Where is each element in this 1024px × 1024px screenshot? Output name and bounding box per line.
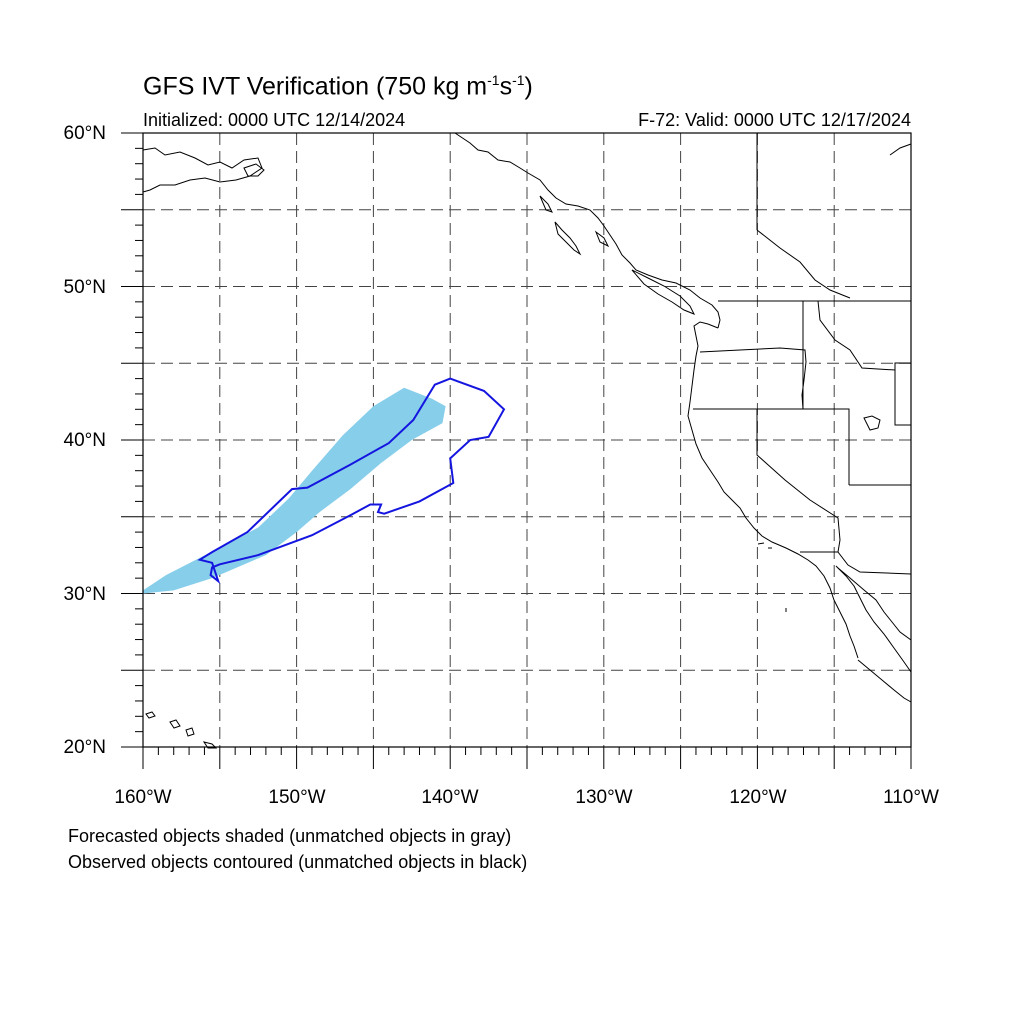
coastline-baja bbox=[835, 565, 912, 673]
channel-islands bbox=[757, 542, 787, 612]
grid-lines bbox=[143, 133, 911, 747]
axis-ticks bbox=[121, 132, 912, 769]
lake-shape bbox=[863, 415, 881, 431]
y-tick-50n: 50°N bbox=[63, 277, 106, 298]
border-oregon-california bbox=[693, 408, 850, 485]
coastline-mexico-mainland bbox=[837, 567, 912, 703]
coastline-islands-bc bbox=[539, 195, 610, 256]
y-tick-20n: 20°N bbox=[63, 737, 106, 758]
hawaii-islands bbox=[145, 711, 218, 749]
border-canada-bc-alberta bbox=[756, 229, 851, 299]
coastline-us-west bbox=[687, 321, 859, 659]
coastline-kodiak bbox=[243, 163, 265, 177]
y-tick-40n: 40°N bbox=[63, 430, 106, 451]
x-tick-150w: 150°W bbox=[268, 787, 326, 808]
x-tick-110w: 110°W bbox=[883, 787, 939, 808]
observed-object-contour bbox=[197, 377, 506, 585]
x-tick-160w: 160°W bbox=[114, 787, 172, 808]
border-california-nevada bbox=[756, 409, 839, 519]
initialized-label: Initialized: 0000 UTC 12/14/2024 bbox=[143, 110, 406, 130]
chart-title: GFS IVT Verification (750 kg m-1s-1) bbox=[143, 72, 533, 101]
border-idaho-montana bbox=[894, 363, 911, 426]
legend-forecast-note: Forecasted objects shaded (unmatched obj… bbox=[68, 826, 512, 846]
forecast-object-shaded bbox=[143, 387, 446, 594]
coastline-alaska-bc bbox=[454, 132, 721, 329]
valid-time-label: F-72: Valid: 0000 UTC 12/17/2024 bbox=[638, 110, 911, 130]
coastline-vancouver-island bbox=[631, 269, 696, 315]
y-tick-60n: 60°N bbox=[63, 123, 106, 144]
x-tick-130w: 130°W bbox=[575, 787, 633, 808]
x-tick-140w: 140°W bbox=[421, 787, 479, 808]
coastline-ne-corner bbox=[889, 143, 912, 156]
legend-observed-note: Observed objects contoured (unmatched ob… bbox=[68, 852, 528, 872]
coastlines bbox=[142, 132, 912, 749]
border-washington-oregon bbox=[699, 347, 807, 410]
border-arizona bbox=[837, 484, 912, 575]
y-tick-30n: 30°N bbox=[63, 584, 106, 605]
x-tick-120w: 120°W bbox=[729, 787, 787, 808]
coastline-alaska-west bbox=[142, 147, 263, 193]
